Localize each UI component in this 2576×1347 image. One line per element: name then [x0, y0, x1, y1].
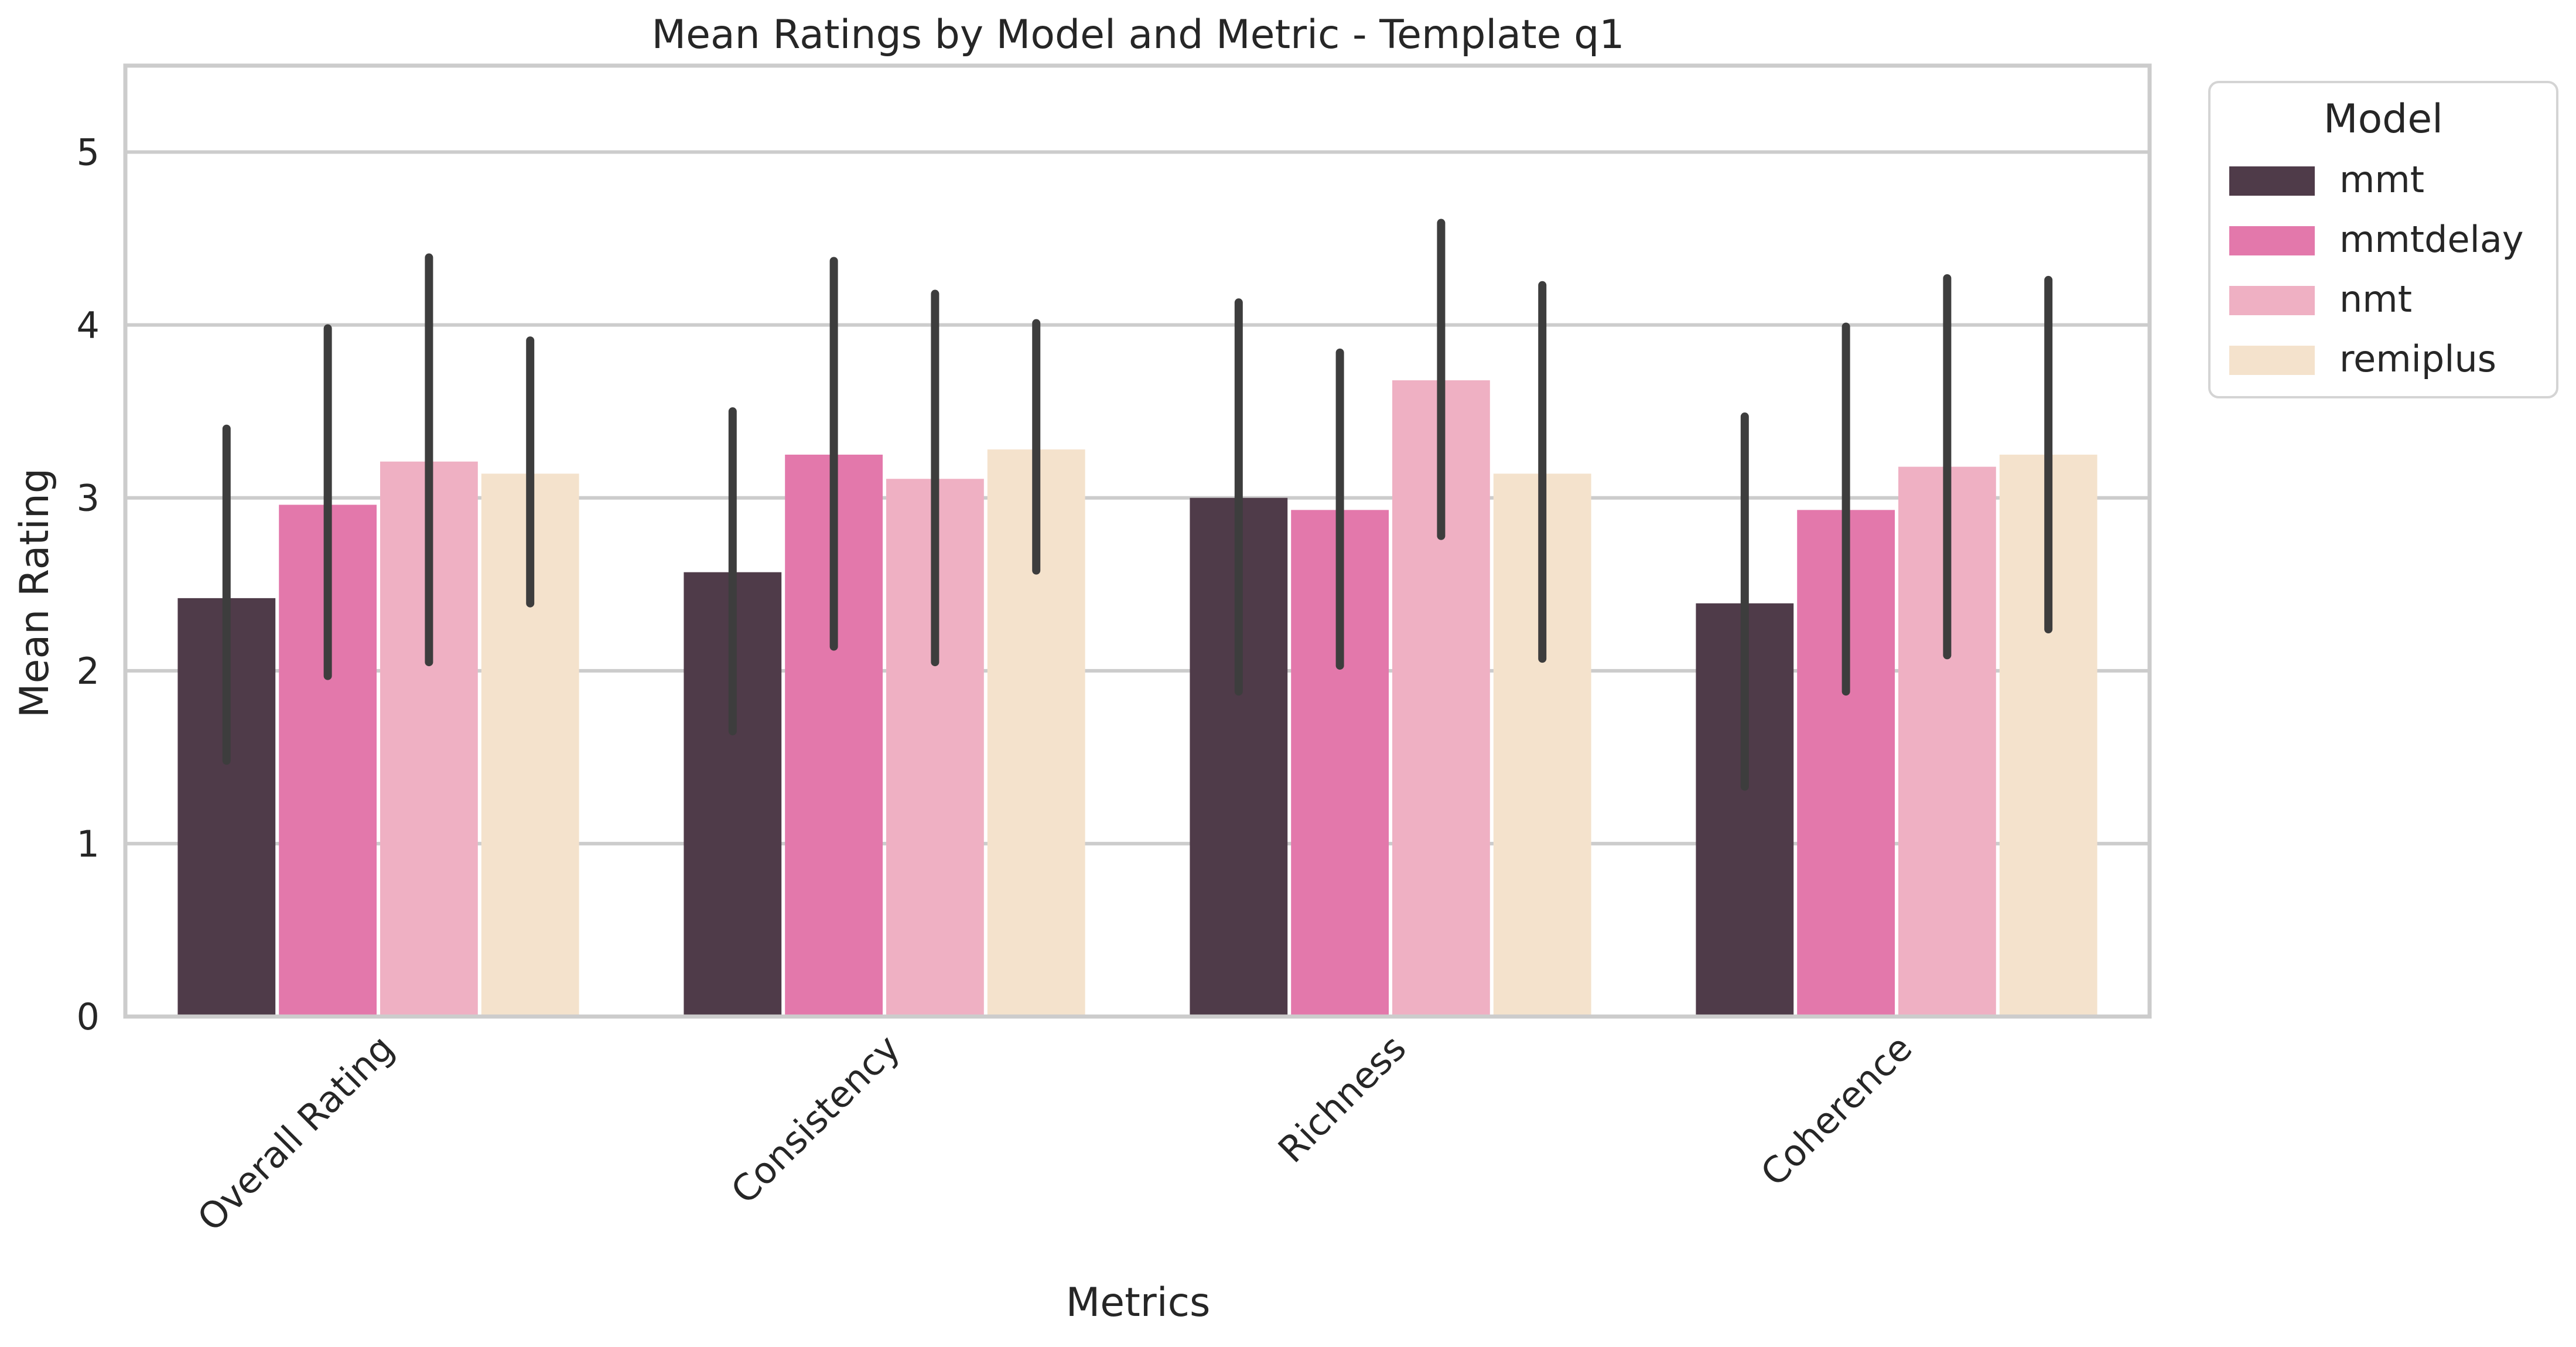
legend-swatch-nmt	[2229, 286, 2315, 315]
legend-box	[2208, 81, 2558, 398]
y-tick-label: 1	[77, 823, 100, 865]
legend-swatch-mmtdelay	[2229, 226, 2315, 255]
y-tick-label: 2	[77, 650, 100, 693]
y-tick-labels: 0 1 2 3 4 5	[77, 131, 100, 1038]
bars	[177, 380, 2097, 1017]
legend-label-nmt: nmt	[2339, 278, 2412, 320]
error-bars	[222, 219, 2053, 791]
x-tick-label: Overall Rating	[189, 1027, 402, 1240]
y-axis-label: Mean Rating	[12, 468, 58, 718]
legend-label-mmtdelay: mmtdelay	[2339, 218, 2524, 261]
x-tick-label: Consistency	[723, 1027, 908, 1212]
x-axis-label: Metrics	[1066, 1280, 1211, 1326]
legend-swatch-remiplus	[2229, 346, 2315, 375]
legend-swatch-mmt	[2229, 166, 2315, 196]
legend-items: mmt mmtdelay nmt remiplus	[2229, 158, 2524, 380]
y-tick-label: 0	[77, 995, 100, 1038]
y-tick-label: 5	[77, 131, 100, 174]
legend-title: Model	[2324, 96, 2443, 142]
x-tick-labels: Overall Rating Consistency Richness Coheren…	[189, 1027, 1921, 1240]
legend-label-remiplus: remiplus	[2339, 337, 2496, 380]
chart-title: Mean Ratings by Model and Metric - Templ…	[651, 12, 1624, 58]
legend-label-mmt: mmt	[2339, 158, 2424, 201]
legend: Model mmt mmtdelay nmt remiplus	[2208, 81, 2558, 398]
x-tick-label: Coherence	[1752, 1027, 1921, 1195]
x-tick-label: Richness	[1270, 1027, 1415, 1171]
plot-frame	[123, 63, 2152, 1019]
y-tick-label: 3	[77, 477, 100, 520]
y-tick-label: 4	[77, 304, 100, 347]
